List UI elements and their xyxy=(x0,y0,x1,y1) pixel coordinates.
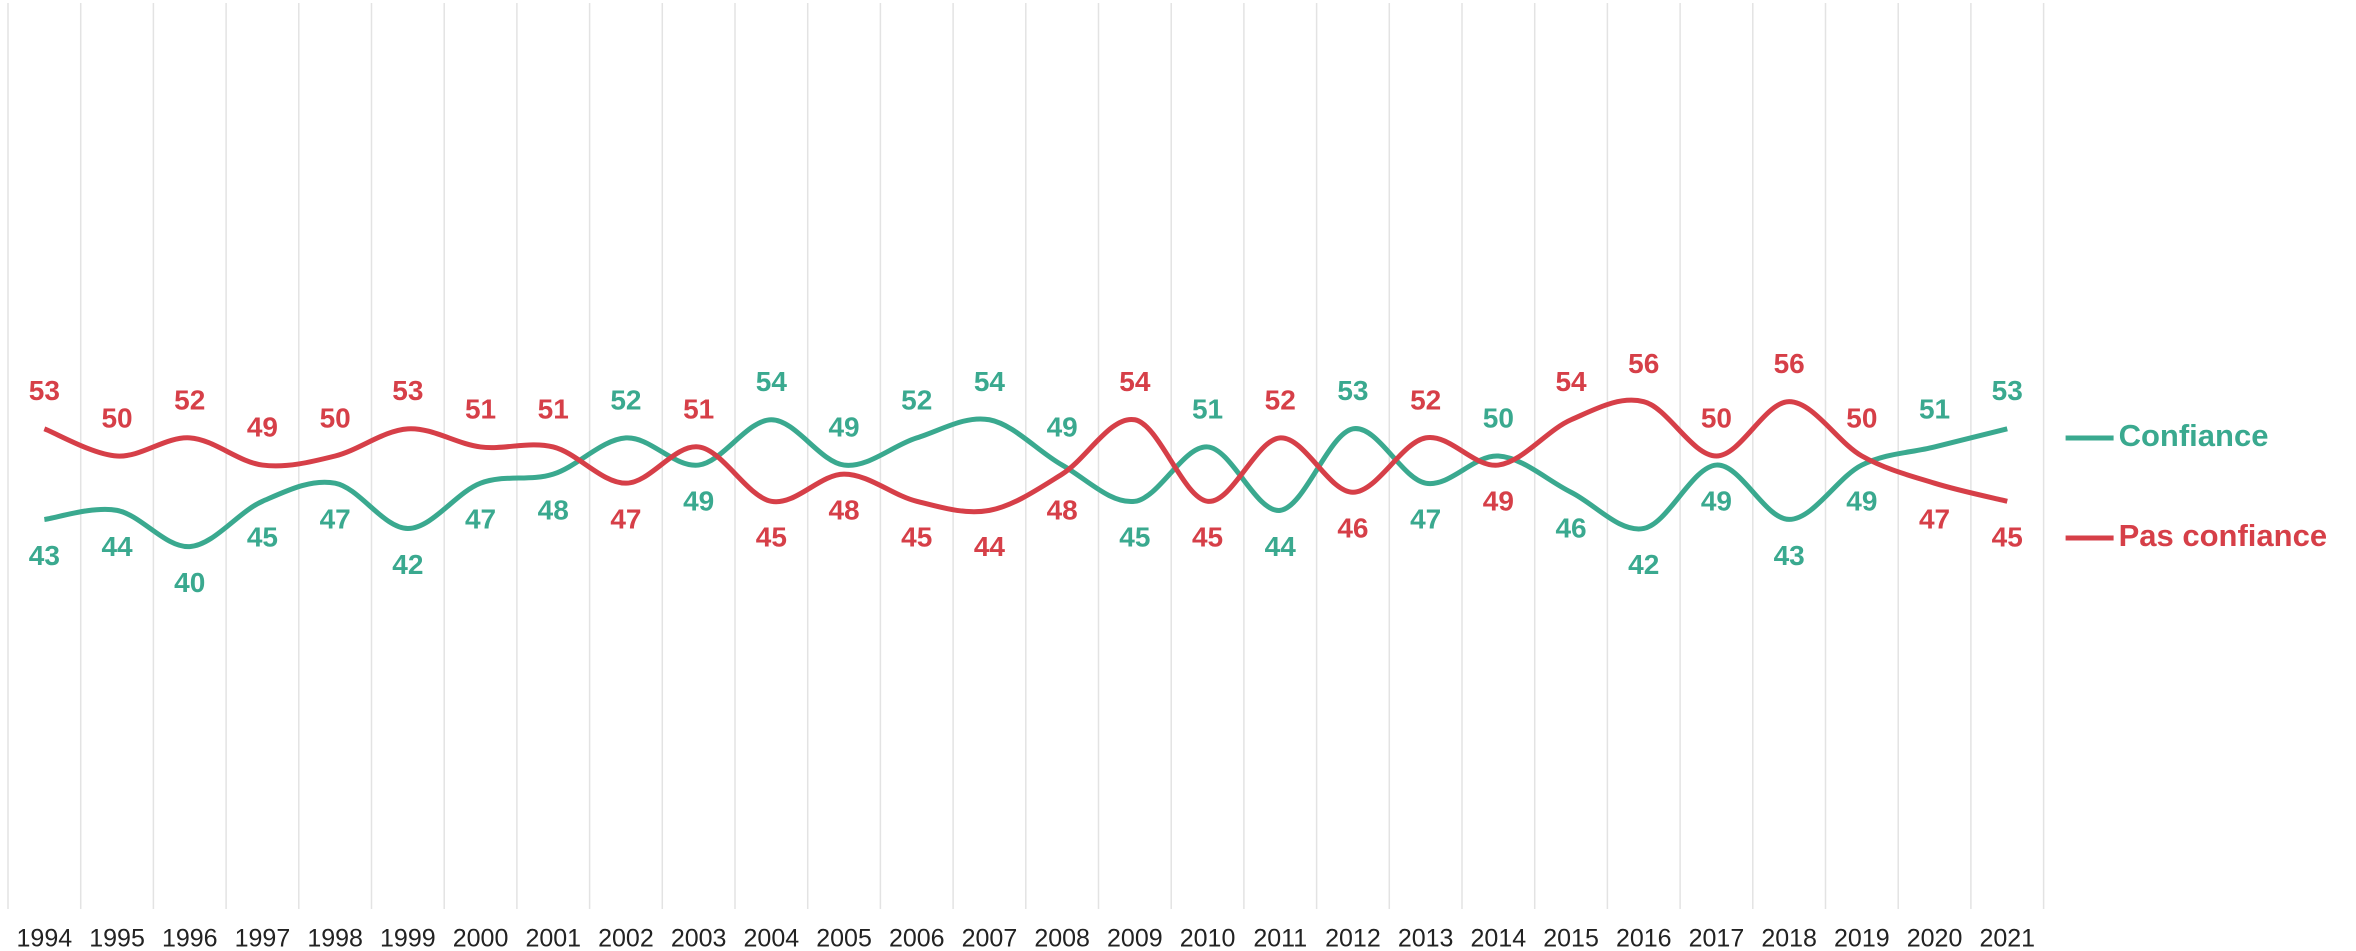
x-tick-label: 2013 xyxy=(1398,925,1454,951)
data-label: 40 xyxy=(174,567,205,598)
data-label: 52 xyxy=(1265,384,1296,415)
data-label: 50 xyxy=(101,402,132,433)
data-label: 52 xyxy=(1410,384,1441,415)
x-tick-label: 2001 xyxy=(525,925,581,951)
data-label: 52 xyxy=(610,384,641,415)
x-tick-label: 1997 xyxy=(235,925,291,951)
data-label: 49 xyxy=(1483,485,1514,516)
x-tick-label: 2005 xyxy=(816,925,872,951)
data-label: 54 xyxy=(974,366,1006,397)
data-label: 53 xyxy=(1337,375,1368,406)
data-label: 44 xyxy=(101,531,133,562)
x-tick-label: 2000 xyxy=(453,925,509,951)
data-label: 53 xyxy=(1992,375,2023,406)
x-tick-label: 1994 xyxy=(17,925,73,951)
data-label: 51 xyxy=(683,393,714,424)
data-label: 50 xyxy=(1483,402,1514,433)
data-label: 52 xyxy=(174,384,205,415)
data-label: 47 xyxy=(465,504,496,535)
line xyxy=(43,416,2008,550)
data-label: 47 xyxy=(1919,504,1950,535)
x-tick-label: 2015 xyxy=(1543,925,1599,951)
x-tick-label: 2017 xyxy=(1689,925,1745,951)
data-label: 49 xyxy=(828,411,859,442)
line xyxy=(43,397,2008,515)
x-tick-label: 2014 xyxy=(1471,925,1527,951)
data-label: 44 xyxy=(1265,531,1297,562)
data-label: 52 xyxy=(901,384,932,415)
x-tick-label: 1995 xyxy=(89,925,145,951)
x-tick-label: 1999 xyxy=(380,925,436,951)
data-label: 42 xyxy=(392,549,423,580)
legend-label: Pas confiance xyxy=(2119,518,2327,553)
x-tick-label: 2006 xyxy=(889,925,945,951)
x-tick-label: 2009 xyxy=(1107,925,1163,951)
data-label: 54 xyxy=(1555,366,1587,397)
data-label: 43 xyxy=(1774,540,1805,571)
data-label: 53 xyxy=(29,375,60,406)
x-tick-label: 2002 xyxy=(598,925,654,951)
data-label: 43 xyxy=(29,540,60,571)
data-label: 49 xyxy=(247,411,278,442)
data-label: 50 xyxy=(1846,402,1877,433)
data-label: 45 xyxy=(1192,522,1223,553)
data-label: 42 xyxy=(1628,549,1659,580)
data-label: 47 xyxy=(320,504,351,535)
data-label: 51 xyxy=(1919,393,1950,424)
legend-label: Confiance xyxy=(2119,418,2269,453)
data-label: 48 xyxy=(828,495,859,526)
data-label: 51 xyxy=(538,393,569,424)
data-label: 56 xyxy=(1774,348,1805,379)
x-tick-label: 2011 xyxy=(1253,925,1307,951)
data-label: 56 xyxy=(1628,348,1659,379)
data-label: 44 xyxy=(974,531,1006,562)
x-tick-label: 2020 xyxy=(1907,925,1963,951)
data-label: 45 xyxy=(1992,522,2023,553)
data-label: 49 xyxy=(1846,485,1877,516)
data-label: 45 xyxy=(247,522,278,553)
data-label: 46 xyxy=(1555,513,1586,544)
data-label: 51 xyxy=(1192,393,1223,424)
data-label: 54 xyxy=(756,366,788,397)
data-label: 49 xyxy=(1701,485,1732,516)
data-label: 45 xyxy=(901,522,932,553)
x-tick-label: 1998 xyxy=(307,925,363,951)
x-tick-label: 2010 xyxy=(1180,925,1236,951)
x-tick-label: 2016 xyxy=(1616,925,1672,951)
x-tick-label: 2007 xyxy=(962,925,1018,951)
x-tick-label: 2003 xyxy=(671,925,727,951)
data-label: 47 xyxy=(610,504,641,535)
data-label: 48 xyxy=(1047,495,1078,526)
x-tick-label: 2019 xyxy=(1834,925,1890,951)
data-label: 49 xyxy=(1047,411,1078,442)
data-label: 46 xyxy=(1337,513,1368,544)
data-label: 51 xyxy=(465,393,496,424)
data-label: 50 xyxy=(320,402,351,433)
data-label: 49 xyxy=(683,485,714,516)
x-tick-label: 2018 xyxy=(1761,925,1817,951)
data-label: 50 xyxy=(1701,402,1732,433)
x-tick-label: 2004 xyxy=(744,925,800,951)
x-tick-label: 1996 xyxy=(162,925,218,951)
data-label: 54 xyxy=(1119,366,1151,397)
x-tick-label: 2012 xyxy=(1325,925,1381,951)
data-label: 48 xyxy=(538,495,569,526)
data-label: 45 xyxy=(756,522,787,553)
data-label: 45 xyxy=(1119,522,1150,553)
data-label: 47 xyxy=(1410,504,1441,535)
data-label: 53 xyxy=(392,375,423,406)
x-tick-label: 2008 xyxy=(1034,925,1090,951)
x-tick-label: 2021 xyxy=(1979,925,2035,951)
